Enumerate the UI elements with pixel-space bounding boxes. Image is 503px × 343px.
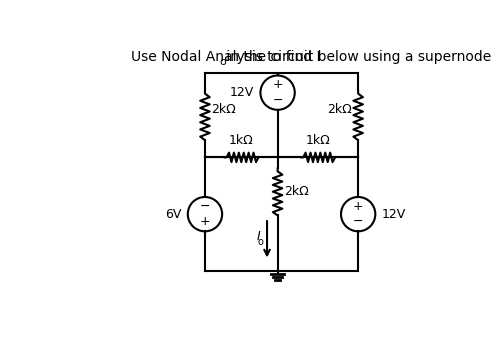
Text: in the circuit below using a supernode: in the circuit below using a supernode [222,50,491,64]
Text: 12V: 12V [229,86,254,99]
Text: 1kΩ: 1kΩ [305,134,330,147]
Text: Use Nodal Analysis to find I: Use Nodal Analysis to find I [131,50,320,64]
Text: o: o [219,57,226,67]
Text: −: − [353,215,363,228]
Text: +: + [353,200,364,213]
Text: 12V: 12V [382,208,406,221]
Text: o: o [258,237,264,247]
Text: 2kΩ: 2kΩ [284,185,309,198]
Text: I: I [257,230,261,243]
Text: 2kΩ: 2kΩ [327,103,352,116]
Text: +: + [272,79,283,92]
Text: −: − [200,200,210,213]
Text: +: + [200,215,210,228]
Text: 6V: 6V [165,208,181,221]
Text: −: − [272,94,283,107]
Text: 2kΩ: 2kΩ [211,103,235,116]
Text: 1kΩ: 1kΩ [229,134,254,147]
